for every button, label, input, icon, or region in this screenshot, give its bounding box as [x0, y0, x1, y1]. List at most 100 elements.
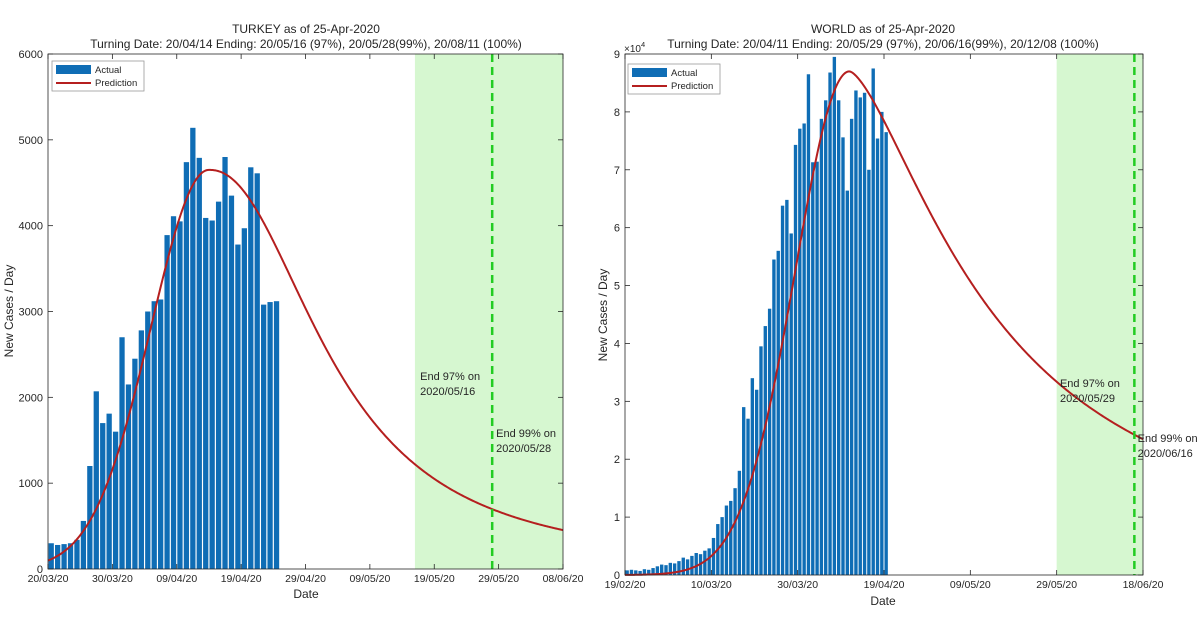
x-tick-label: 09/04/20	[156, 573, 197, 585]
bar-actual	[625, 570, 629, 575]
ending-window-shade	[414, 54, 563, 569]
world-legend: Actual Prediction	[627, 63, 721, 95]
bar-actual	[824, 100, 828, 576]
bar-actual	[67, 543, 74, 569]
end-annotation: End 97% on	[420, 371, 480, 383]
x-tick-label: 30/03/20	[777, 579, 818, 591]
bar-actual	[767, 308, 772, 575]
y-tick-label: 2	[614, 454, 620, 466]
y-tick-label: 9	[614, 49, 620, 61]
ending-window-shade	[1056, 54, 1143, 575]
bar-actual	[112, 431, 119, 569]
bar-actual	[884, 132, 888, 575]
bar-actual	[125, 384, 132, 569]
end-annotation: End 99% on	[1138, 433, 1198, 445]
bar-actual	[80, 520, 87, 569]
bar-actual	[158, 299, 164, 569]
x-tick-label: 09/05/20	[950, 579, 991, 591]
bar-actual	[273, 301, 280, 569]
bar-actual	[74, 539, 80, 569]
y-tick-label: 0	[37, 564, 43, 576]
bar-actual	[867, 169, 871, 575]
bar-actual	[871, 68, 875, 575]
bar-actual	[145, 311, 151, 569]
bar-actual	[789, 233, 793, 575]
x-tick-label: 20/03/20	[28, 573, 69, 585]
bar-actual	[668, 562, 673, 575]
bar-actual	[733, 488, 737, 575]
bar-actual	[677, 561, 681, 575]
world-chart: WORLD as of 25-Apr-2020 Turning Date: 20…	[596, 22, 1198, 608]
bar-actual	[746, 418, 750, 575]
y-tick-label: 1000	[19, 478, 43, 490]
bar-actual	[681, 557, 685, 575]
bar-actual	[106, 413, 112, 569]
bar-actual	[267, 302, 273, 569]
x-tick-label: 19/02/20	[605, 579, 646, 591]
y-tick-label: 3000	[19, 307, 43, 319]
world-plot-area: 0 1 2 3 4 5 6 7 8 9 19/02/20 10/03/20 30/03/20 19/04/…	[605, 49, 1198, 591]
y-tick-label: 8	[614, 107, 620, 119]
y-axis-label: New Cases / Day	[2, 265, 16, 358]
y-tick-label: 6000	[19, 49, 43, 61]
chart-subtitle: Turning Date: 20/04/14 Ending: 20/05/16 …	[90, 37, 522, 51]
bar-actual	[235, 244, 241, 570]
end-annotation: 2020/05/28	[496, 443, 551, 455]
bar-actual	[164, 235, 170, 569]
legend-prediction-label: Prediction	[95, 78, 137, 89]
bar-actual	[642, 569, 647, 575]
bar-actual	[737, 470, 742, 575]
bar-actual	[836, 100, 841, 576]
turkey-plot-area: 0 1000 2000 3000 4000 5000 6000 20/03/20 30/03/2…	[19, 49, 584, 585]
bar-actual	[819, 118, 824, 575]
bar-actual	[203, 217, 209, 570]
bar-actual	[647, 569, 651, 575]
bar-actual	[845, 190, 849, 575]
bar-actual	[138, 330, 144, 569]
legend-prediction-label: Prediction	[671, 81, 713, 92]
bar-actual	[862, 92, 867, 575]
bar-actual	[828, 72, 832, 575]
prediction-line	[47, 168, 564, 562]
x-tick-label: 30/03/20	[92, 573, 133, 585]
bar-actual	[849, 118, 854, 575]
bar-actual	[48, 543, 54, 569]
bar-actual	[711, 537, 716, 575]
legend-actual-swatch	[56, 65, 91, 74]
x-tick-label: 18/06/20	[1123, 579, 1164, 591]
bar-actual	[806, 74, 811, 575]
x-tick-label: 29/05/20	[478, 573, 519, 585]
bar-actual	[724, 505, 729, 575]
y-tick-label: 2000	[19, 392, 43, 404]
bar-actual	[151, 301, 157, 569]
turkey-chart: TURKEY as of 25-Apr-2020 Turning Date: 2…	[2, 22, 584, 601]
bar-actual	[772, 259, 776, 575]
bar-actual	[170, 216, 177, 569]
bar-actual	[177, 221, 183, 569]
bar-actual	[241, 228, 247, 569]
x-tick-label: 29/05/20	[1036, 579, 1077, 591]
x-axis-label: Date	[293, 587, 319, 601]
end-annotation: End 97% on	[1060, 378, 1120, 390]
bar-actual	[55, 544, 61, 569]
bar-actual	[759, 346, 763, 575]
bar-actual	[802, 123, 806, 575]
y-tick-label: 3	[614, 396, 620, 408]
bar-actual	[655, 566, 660, 575]
y-exponent-label: ×104	[624, 40, 645, 55]
bar-actual	[190, 127, 196, 570]
chart-title: WORLD as of 25-Apr-2020	[811, 22, 955, 36]
bar-actual	[763, 326, 767, 575]
bar-actual	[672, 563, 677, 575]
x-tick-label: 08/06/20	[543, 573, 584, 585]
bar-actual	[248, 167, 254, 570]
bar-actual	[854, 90, 858, 575]
legend-actual-label: Actual	[671, 68, 697, 79]
x-tick-label: 19/04/20	[864, 579, 905, 591]
bar-actual	[798, 128, 802, 575]
bar-actual	[634, 570, 638, 575]
y-tick-label: 7	[614, 165, 620, 177]
bar-actual	[651, 568, 655, 575]
bar-actual	[629, 569, 634, 575]
